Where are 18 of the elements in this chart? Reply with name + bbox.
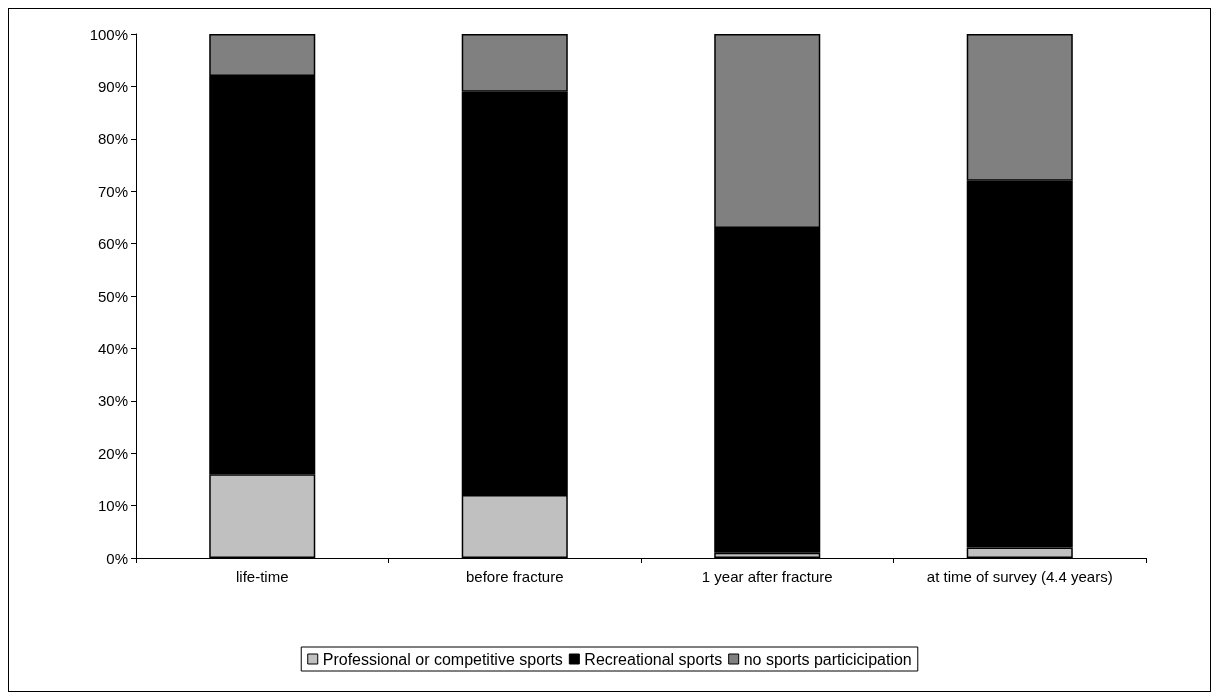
y-tick-label: 80%: [97, 130, 128, 148]
y-tick-label: 30%: [97, 392, 128, 410]
x-tick-label: life-time: [235, 567, 289, 585]
y-tick-label: 20%: [97, 444, 128, 462]
y-tick-label: 40%: [97, 339, 128, 357]
x-tick-label: at time of survey (4.4 years): [926, 567, 1113, 585]
legend-label: Professional or competitive sports: [322, 650, 563, 668]
y-tick-label: 70%: [97, 182, 128, 200]
legend-label: no sports particicipation: [743, 650, 912, 668]
x-tick-label: before fracture: [465, 567, 564, 585]
y-tick-label: 90%: [97, 77, 128, 95]
x-tick-label: 1 year after fracture: [701, 567, 833, 585]
y-tick-label: 10%: [97, 497, 128, 515]
y-tick-label: 50%: [97, 287, 128, 305]
y-tick-label: 100%: [89, 25, 128, 43]
y-tick-label: 60%: [97, 235, 128, 253]
y-tick-label: 0%: [106, 549, 128, 567]
legend-label: Recreational sports: [584, 650, 723, 668]
